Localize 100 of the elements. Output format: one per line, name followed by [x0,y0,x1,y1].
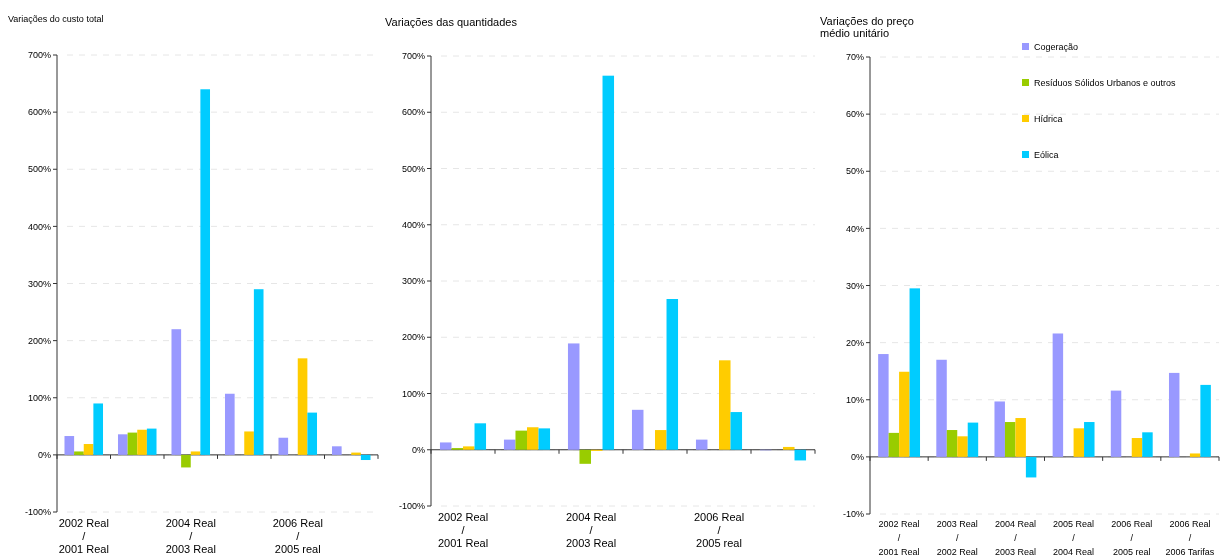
y-tick-label: 700% [27,50,51,61]
y-tick-label: 60% [845,109,864,120]
bar [307,412,318,455]
bar [515,430,527,450]
bar [1084,422,1095,457]
bar [439,442,452,450]
y-tick-label: 70% [845,52,864,63]
bar [117,434,128,455]
bar [331,446,342,455]
bar [878,354,889,457]
bar [463,446,475,450]
y-tick-label: 300% [401,276,425,287]
y-tick-label: 30% [845,280,864,291]
y-tick-label: 700% [401,51,425,62]
x-tick-label: 2004 Real / 2003 Real [565,511,617,549]
y-tick-label: 0% [411,444,425,455]
bar [1004,422,1016,457]
x-tick-label: 2002 Real / 2001 Real [878,519,920,557]
bar [127,432,138,455]
x-tick-label: 2002 Real / 2001 Real [437,511,489,549]
y-tick-label: 50% [845,166,864,177]
bar [994,401,1005,457]
bar [695,439,708,450]
legend-label: Hídrica [1034,114,1063,124]
x-tick-label: 2004 Real / 2003 Real [165,517,216,555]
bar [1015,418,1026,457]
bar [1110,390,1122,457]
bar [957,436,968,457]
bar [1142,432,1153,457]
bar [783,446,795,450]
bar [719,360,731,450]
bar [946,430,958,457]
y-tick-label: 0% [37,450,51,461]
y-tick-label: -100% [398,501,425,512]
x-tick-label: 2006 Real / 2005 real [272,517,323,555]
bar [181,454,191,468]
bar [631,409,644,450]
y-tick-label: 400% [401,219,425,230]
bar [253,289,264,455]
bar [1073,428,1085,457]
bar [351,452,361,455]
y-tick-label: 200% [401,332,425,343]
x-tick-label: 2006 Real / 2006 Tarifas [1165,519,1215,557]
y-tick-label: 500% [401,163,425,174]
bar [64,436,75,455]
bar [936,359,947,457]
bar [730,412,743,450]
bar [1052,333,1064,457]
bar [909,288,921,457]
y-tick-label: 0% [850,452,864,463]
bar [224,393,235,455]
y-tick-label: 20% [845,337,864,348]
bar [602,75,615,450]
y-tick-label: 300% [27,278,51,289]
bar [278,437,289,455]
bar [297,358,308,455]
y-tick-label: 600% [401,107,425,118]
y-tick-label: 200% [27,335,51,346]
bar [666,299,679,450]
x-tick-label: 2004 Real / 2003 Real [994,519,1036,557]
bar [146,428,157,455]
bar [93,403,104,455]
bar [1131,438,1143,457]
bar [579,449,591,464]
chart-title: Variações do preço médio unitário [820,15,914,39]
bar [503,439,516,450]
bar [527,427,539,450]
y-tick-label: -100% [24,507,51,518]
bar [474,423,487,450]
y-tick-label: 100% [401,388,425,399]
legend-label: Cogeração [1034,42,1079,52]
bar [83,444,94,455]
y-tick-label: 40% [845,223,864,234]
y-tick-label: 10% [845,394,864,405]
bar [1168,372,1180,457]
x-tick-label: 2002 Real / 2001 Real [58,517,109,555]
y-tick-label: -10% [842,509,864,520]
y-tick-label: 100% [27,392,51,403]
bar [567,343,580,450]
legend-label: Eólica [1034,150,1059,160]
bar [244,431,254,455]
x-tick-label: 2005 Real / 2004 Real [1053,519,1095,557]
bar [888,432,900,457]
y-tick-label: 600% [27,107,51,118]
chart-title: Variações do custo total [8,14,104,24]
y-tick-label: 400% [27,221,51,232]
bar [171,329,182,455]
bar [967,422,979,457]
bar [538,428,551,450]
bar [1025,456,1037,478]
bar [655,430,667,450]
bar [200,89,211,455]
bar [360,454,371,461]
bar [74,451,84,455]
chart-title: Variações das quantidades [385,16,518,28]
bar [190,451,201,455]
y-tick-label: 500% [27,164,51,175]
x-tick-label: 2006 Real / 2005 real [1111,519,1153,557]
bar [1189,453,1201,457]
bar [1200,384,1211,457]
